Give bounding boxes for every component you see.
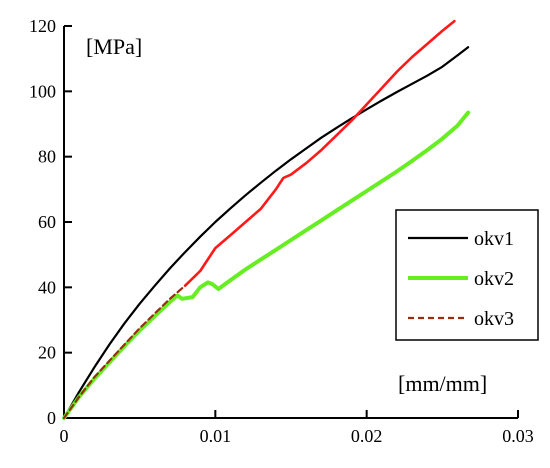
legend-label-okv1: okv1 [474, 228, 514, 250]
x-tick-label: 0 [60, 426, 69, 446]
ticks: 0 0.01 0.02 0.03 0 20 40 60 80 100 120 [29, 16, 534, 446]
series-lines [62, 19, 471, 420]
y-tick-label: 80 [38, 147, 56, 167]
legend-label-okv3: okv3 [474, 308, 514, 330]
legend-box [395, 209, 539, 341]
x-tick-label: 0.01 [200, 426, 232, 446]
legend-label-okv2: okv2 [474, 268, 514, 290]
x-tick-label: 0.03 [502, 426, 534, 446]
series-line-okv2 [62, 110, 471, 420]
series-line-red [183, 19, 456, 287]
y-tick-label: 40 [38, 277, 56, 297]
y-tick-label: 100 [29, 81, 56, 101]
y-tick-label: 60 [38, 212, 56, 232]
legend-items: okv1 okv2 okv3 [408, 228, 514, 330]
legend: okv1 okv2 okv3 [395, 209, 539, 341]
series-line-okv1 [62, 46, 470, 420]
y-tick-label: 120 [29, 16, 56, 36]
y-tick-label: 0 [47, 408, 56, 428]
x-axis-unit-label: [mm/mm] [398, 371, 487, 396]
y-axis-unit-label: [MPa] [86, 34, 142, 59]
y-tick-label: 20 [38, 343, 56, 363]
x-tick-label: 0.02 [351, 426, 383, 446]
